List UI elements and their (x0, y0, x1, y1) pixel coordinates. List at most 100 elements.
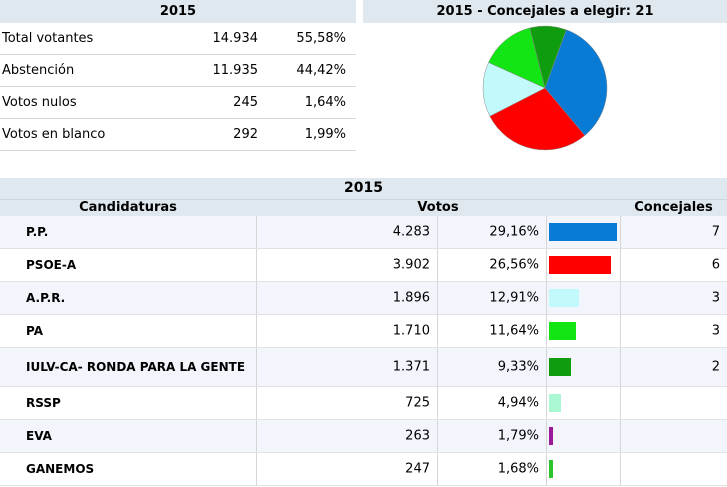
summary-count: 245 (233, 95, 258, 110)
seats-value: 7 (711, 224, 720, 240)
votes-cell: 4.283 (256, 216, 438, 248)
vote-bar (549, 322, 576, 340)
summary-row: Votos nulos 245 1,64% (0, 87, 356, 119)
pie-slice (488, 27, 546, 89)
seats-cell (620, 387, 727, 419)
party-name: P.P. (26, 224, 49, 239)
summary-pct: 1,99% (304, 127, 346, 142)
bar-cell (546, 249, 621, 281)
pie-slice (489, 87, 586, 151)
party-name: PSOE-A (26, 257, 77, 272)
bar-cell (546, 315, 621, 347)
votes-value: 1.371 (392, 359, 430, 375)
vote-bar (549, 394, 561, 412)
seats-cell: 3 (620, 282, 727, 314)
votes-value: 1.710 (392, 323, 430, 339)
vote-bar (549, 427, 553, 445)
pie-slice (482, 62, 546, 117)
pct-cell: 26,56% (437, 249, 547, 281)
party-name: A.P.R. (26, 290, 66, 305)
summary-label: Abstención (2, 63, 75, 78)
summary-count: 292 (233, 127, 258, 142)
party-name: EVA (26, 428, 52, 443)
bar-cell (546, 282, 621, 314)
votes-cell: 3.902 (256, 249, 438, 281)
pct-cell: 9,33% (437, 348, 547, 386)
votes-value: 3.902 (392, 257, 430, 273)
votes-cell: 263 (256, 420, 438, 452)
seats-value: 3 (711, 323, 720, 339)
pct-cell: 11,64% (437, 315, 547, 347)
pct-value: 4,94% (497, 395, 539, 411)
seats-pie-panel: 2015 - Concejales a elegir: 21 (363, 0, 727, 160)
seats-value: 6 (711, 257, 720, 273)
party-name: GANEMOS (26, 461, 95, 476)
votes-value: 263 (405, 428, 430, 444)
pct-cell: 4,94% (437, 387, 547, 419)
summary-row: Total votantes 14.934 55,58% (0, 23, 356, 55)
seats-cell (620, 453, 727, 485)
pct-value: 12,91% (489, 290, 539, 306)
col-candidaturas: Candidaturas (79, 200, 177, 215)
votes-value: 725 (405, 395, 430, 411)
party-name: PA (26, 323, 43, 338)
pct-value: 29,16% (489, 224, 539, 240)
summary-count: 11.935 (212, 63, 259, 78)
pie-slice (529, 25, 567, 89)
pct-value: 11,64% (489, 323, 539, 339)
seats-value: 3 (711, 290, 720, 306)
col-votos: Votos (417, 200, 459, 215)
pct-cell: 29,16% (437, 216, 547, 248)
summary-pct: 55,58% (296, 31, 346, 46)
results-table: 2015 Candidaturas Votos Concejales P.P. 4… (0, 178, 727, 486)
summary-pct: 44,42% (296, 63, 346, 78)
summary-row: Abstención 11.935 44,42% (0, 55, 356, 87)
bar-cell (546, 453, 621, 485)
votes-cell: 1.896 (256, 282, 438, 314)
seats-value: 2 (711, 359, 720, 375)
summary-count: 14.934 (212, 31, 259, 46)
table-row: RSSP 725 4,94% (0, 387, 727, 420)
table-row: IULV-CA- RONDA PARA LA GENTE 1.371 9,33% 2 (0, 348, 727, 387)
pct-cell: 1,79% (437, 420, 547, 452)
votes-value: 1.896 (392, 290, 430, 306)
bar-cell (546, 420, 621, 452)
pct-value: 26,56% (489, 257, 539, 273)
results-column-header: Candidaturas Votos Concejales (0, 199, 727, 216)
bar-cell (546, 216, 621, 248)
pie-slice (544, 29, 608, 136)
seats-cell: 3 (620, 315, 727, 347)
vote-bar (549, 460, 553, 478)
table-row: EVA 263 1,79% (0, 420, 727, 453)
vote-bar (549, 358, 571, 376)
pct-cell: 12,91% (437, 282, 547, 314)
pct-value: 9,33% (497, 359, 539, 375)
votes-cell: 725 (256, 387, 438, 419)
table-row: PSOE-A 3.902 26,56% 6 (0, 249, 727, 282)
seats-pie-chart (482, 25, 608, 151)
summary-row: Votos en blanco 292 1,99% (0, 119, 356, 151)
seats-cell: 2 (620, 348, 727, 386)
votes-cell: 1.371 (256, 348, 438, 386)
table-row: A.P.R. 1.896 12,91% 3 (0, 282, 727, 315)
bar-cell (546, 387, 621, 419)
col-concejales: Concejales (634, 200, 713, 215)
votes-cell: 247 (256, 453, 438, 485)
table-row: PA 1.710 11,64% 3 (0, 315, 727, 348)
votes-value: 247 (405, 461, 430, 477)
seats-cell: 6 (620, 249, 727, 281)
seats-cell: 7 (620, 216, 727, 248)
pie-title: 2015 - Concejales a elegir: 21 (363, 0, 727, 23)
turnout-summary-table: 2015 Total votantes 14.934 55,58% Absten… (0, 0, 356, 151)
vote-bar (549, 289, 579, 307)
summary-label: Total votantes (2, 31, 94, 46)
vote-bar (549, 256, 611, 274)
party-name: RSSP (26, 395, 61, 410)
vote-bar (549, 223, 617, 241)
summary-label: Votos en blanco (2, 127, 106, 142)
summary-year-header: 2015 (0, 0, 356, 23)
pct-value: 1,68% (497, 461, 539, 477)
pct-cell: 1,68% (437, 453, 547, 485)
party-name: IULV-CA- RONDA PARA LA GENTE (26, 359, 246, 374)
summary-label: Votos nulos (2, 95, 77, 110)
